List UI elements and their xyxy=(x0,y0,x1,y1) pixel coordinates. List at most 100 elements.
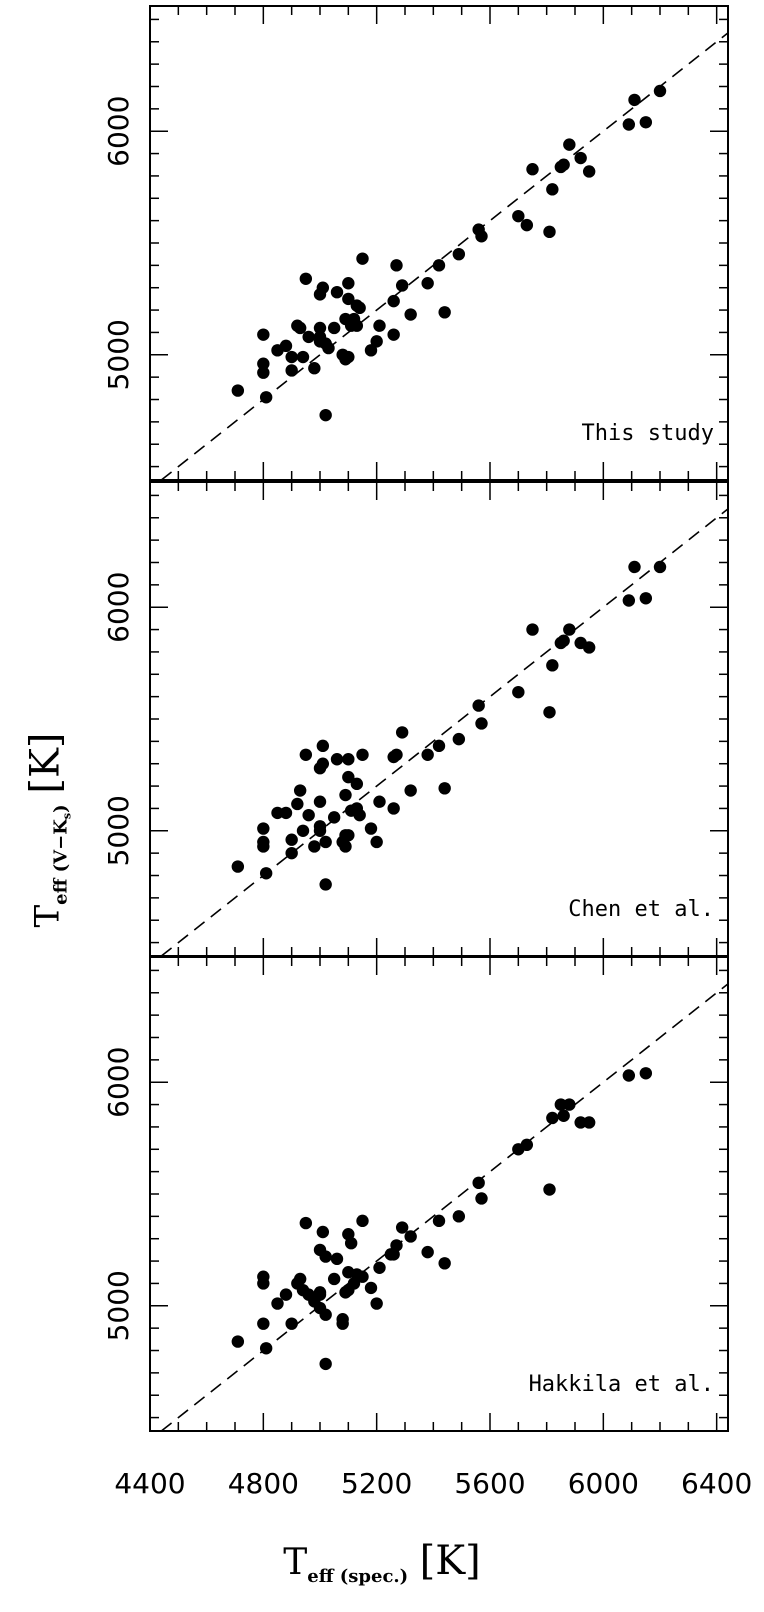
data-point xyxy=(475,230,488,243)
data-point xyxy=(327,1272,341,1286)
x-tick-label: 6400 xyxy=(681,1467,752,1500)
data-point xyxy=(302,808,315,822)
data-point xyxy=(574,151,587,165)
data-point xyxy=(319,835,332,849)
data-point xyxy=(563,1098,576,1111)
data-point xyxy=(308,840,321,853)
panel-frame-2 xyxy=(149,481,729,957)
x-tick-label: 4400 xyxy=(114,1467,185,1500)
data-point xyxy=(342,350,355,364)
data-point xyxy=(526,623,539,636)
data-point xyxy=(390,1239,403,1252)
data-point xyxy=(390,748,403,761)
data-point xyxy=(299,748,313,761)
x-tick-label: 5600 xyxy=(454,1467,525,1500)
data-point xyxy=(512,209,525,223)
x-axis-label-main: T xyxy=(283,1542,308,1583)
data-point xyxy=(330,753,344,766)
data-point xyxy=(271,1297,284,1310)
data-point xyxy=(438,306,451,319)
data-point xyxy=(356,1270,369,1283)
data-point xyxy=(387,802,400,815)
data-point xyxy=(628,560,641,574)
data-point xyxy=(373,795,386,808)
data-point xyxy=(370,335,383,348)
data-point xyxy=(557,158,570,171)
data-point xyxy=(313,795,327,808)
data-point xyxy=(472,699,485,712)
data-point xyxy=(293,321,307,335)
data-point xyxy=(520,1138,534,1152)
y-axis-label-sub: eff (V−K xyxy=(50,819,72,905)
data-point xyxy=(350,319,364,332)
data-point xyxy=(387,294,400,308)
data-point xyxy=(316,757,330,770)
data-point xyxy=(293,784,307,797)
data-point xyxy=(452,732,466,746)
data-point xyxy=(259,867,273,880)
data-point xyxy=(395,1221,409,1234)
panel-label-3: Hakkila et al. xyxy=(529,1372,714,1397)
data-point xyxy=(339,788,352,802)
data-point xyxy=(285,1317,298,1330)
x-axis-unit: [K] xyxy=(419,1538,481,1584)
data-point xyxy=(404,1230,417,1243)
data-point xyxy=(319,1357,332,1371)
data-point xyxy=(582,1116,596,1129)
reference-line-2 xyxy=(160,508,729,957)
data-point xyxy=(387,328,400,341)
data-point xyxy=(563,138,576,151)
data-point xyxy=(342,770,355,784)
data-point xyxy=(421,1245,434,1259)
data-point xyxy=(330,1252,344,1266)
y-axis-label-main: T xyxy=(27,904,68,928)
data-point xyxy=(313,1286,327,1299)
data-point xyxy=(364,822,378,835)
x-axis-label: Teff (spec.) [K] xyxy=(0,1538,764,1587)
y-axis-label: Teff (V−Ks) [K] xyxy=(18,700,78,960)
data-point xyxy=(404,784,417,797)
data-point xyxy=(285,364,298,377)
data-point xyxy=(373,1261,386,1274)
data-point xyxy=(285,846,298,860)
data-point xyxy=(472,1176,485,1190)
data-point xyxy=(285,350,298,364)
data-point xyxy=(432,1214,446,1228)
data-point xyxy=(279,339,293,353)
data-point xyxy=(231,384,245,397)
data-point xyxy=(319,1250,332,1263)
panel-frame-1 xyxy=(149,5,729,481)
x-tick-label: 4800 xyxy=(228,1467,299,1500)
data-point xyxy=(512,685,525,699)
data-point xyxy=(313,820,327,833)
data-point xyxy=(356,1214,369,1228)
data-point xyxy=(313,321,327,335)
data-point xyxy=(432,739,446,753)
data-point xyxy=(373,319,386,332)
data-point xyxy=(520,218,534,232)
data-point xyxy=(364,344,378,357)
data-point xyxy=(557,634,570,647)
data-point xyxy=(421,277,434,290)
data-point xyxy=(259,1342,273,1355)
data-point xyxy=(296,824,310,837)
y-tick-label: 5000 xyxy=(102,1270,135,1341)
x-tick-label: 5200 xyxy=(341,1467,412,1500)
data-point xyxy=(574,1116,587,1129)
data-point xyxy=(639,1067,653,1080)
y-tick-label: 6000 xyxy=(102,572,135,643)
data-point xyxy=(390,259,403,272)
y-tick-label: 5000 xyxy=(102,795,135,866)
data-point xyxy=(628,93,641,107)
data-point xyxy=(257,840,270,853)
data-point xyxy=(342,829,355,842)
panel-label-1: This study xyxy=(582,421,714,446)
data-point xyxy=(257,1277,270,1290)
data-point xyxy=(231,860,245,873)
data-point xyxy=(279,806,293,820)
y-axis-unit: [K] xyxy=(22,732,69,794)
data-point xyxy=(432,259,446,272)
data-point xyxy=(622,118,636,131)
